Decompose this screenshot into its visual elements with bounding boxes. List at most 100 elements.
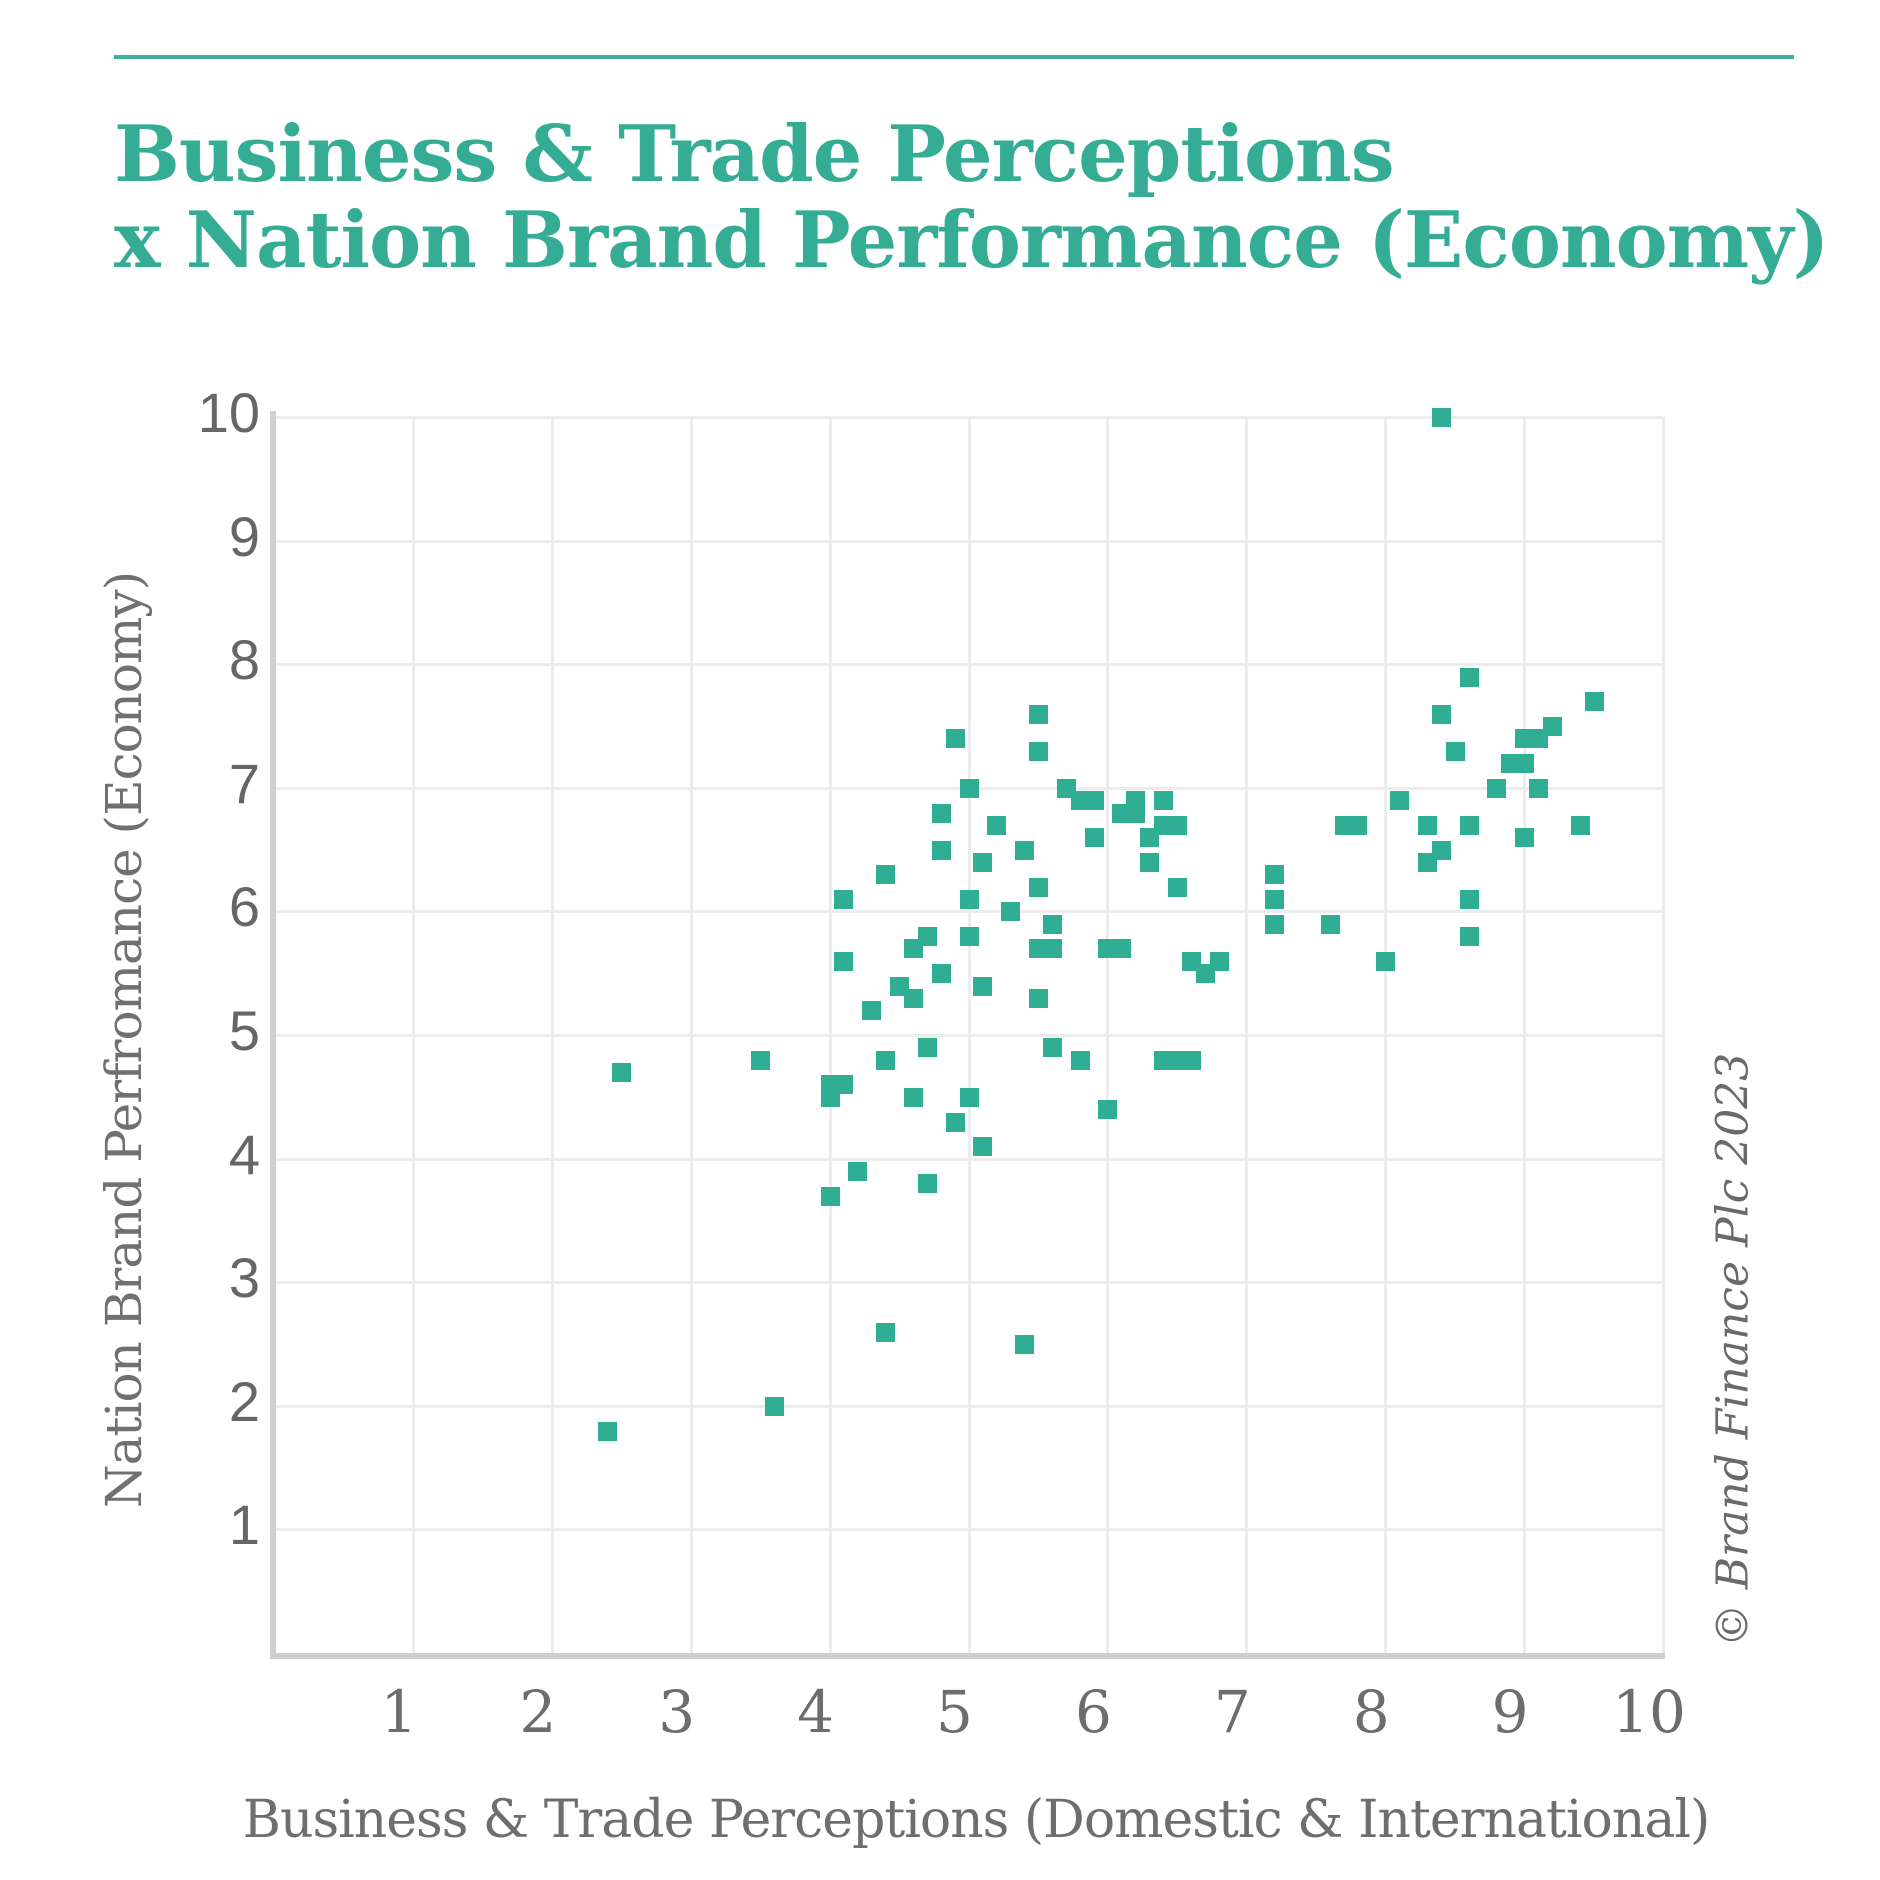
data-point-marker xyxy=(1570,815,1590,835)
y-tick-label: 6 xyxy=(228,875,260,939)
data-point-marker xyxy=(1459,667,1479,687)
y-axis-label: Nation Brand Perfromance (Economy) xyxy=(95,571,153,1509)
y-tick-label: 1 xyxy=(228,1493,260,1557)
gridline-vertical xyxy=(967,417,971,1653)
data-point-marker xyxy=(1042,939,1062,959)
data-point-marker xyxy=(945,729,965,749)
data-point-marker xyxy=(1320,914,1340,934)
data-point-marker xyxy=(1028,704,1048,724)
gridline-vertical xyxy=(1245,417,1249,1653)
gridline-vertical xyxy=(1384,417,1388,1653)
data-point-marker xyxy=(917,927,937,947)
data-point-marker xyxy=(862,1001,882,1021)
data-point-marker xyxy=(903,988,923,1008)
x-axis-line xyxy=(270,1653,1665,1659)
y-tick-label: 9 xyxy=(228,504,260,568)
data-point-marker xyxy=(1445,741,1465,761)
data-point-marker xyxy=(1459,890,1479,910)
data-point-marker xyxy=(1140,852,1160,872)
data-point-marker xyxy=(834,890,854,910)
data-point-marker xyxy=(1376,951,1396,971)
data-point-marker xyxy=(1042,1038,1062,1058)
data-point-marker xyxy=(1181,1050,1201,1070)
data-point-marker xyxy=(931,964,951,984)
y-tick-label: 10 xyxy=(197,381,260,444)
data-point-marker xyxy=(1084,791,1104,811)
gridline-vertical xyxy=(689,417,693,1653)
x-tick-label: 1 xyxy=(380,1678,418,1746)
data-point-marker xyxy=(612,1063,632,1083)
y-tick-label: 2 xyxy=(228,1369,260,1433)
data-point-marker xyxy=(1028,877,1048,897)
x-tick-label: 4 xyxy=(797,1678,835,1746)
gridline-vertical xyxy=(1662,417,1665,1653)
data-point-marker xyxy=(917,1174,937,1194)
y-tick-label: 5 xyxy=(228,999,260,1062)
data-point-marker xyxy=(1487,778,1507,798)
y-tick-label: 4 xyxy=(228,1122,260,1186)
x-tick-label: 2 xyxy=(519,1678,557,1746)
data-point-marker xyxy=(959,1087,979,1107)
data-point-marker xyxy=(987,815,1007,835)
chart-title-line2: x Nation Brand Performance (Economy) xyxy=(114,195,1829,286)
data-point-marker xyxy=(876,1050,896,1070)
gridline-vertical xyxy=(550,417,554,1653)
data-point-marker xyxy=(765,1396,785,1416)
y-tick-label: 3 xyxy=(228,1246,260,1310)
chart-title-line1: Business & Trade Perceptions xyxy=(114,109,1395,200)
data-point-marker xyxy=(903,1087,923,1107)
data-point-marker xyxy=(1431,840,1451,860)
data-point-marker xyxy=(1001,902,1021,922)
data-point-marker xyxy=(973,976,993,996)
data-point-marker xyxy=(917,1038,937,1058)
x-tick-label: 5 xyxy=(936,1678,973,1746)
x-axis-label: Business & Trade Perceptions (Domestic &… xyxy=(242,1790,1710,1850)
data-point-marker xyxy=(1028,988,1048,1008)
data-point-marker xyxy=(1390,791,1410,811)
data-point-marker xyxy=(751,1050,771,1070)
data-point-marker xyxy=(1417,815,1437,835)
data-point-marker xyxy=(876,865,896,885)
data-point-marker xyxy=(1015,840,1035,860)
data-point-marker xyxy=(1084,828,1104,848)
data-point-marker xyxy=(1015,1335,1035,1354)
x-tick-label: 7 xyxy=(1213,1678,1251,1746)
x-tick-label: 8 xyxy=(1352,1678,1390,1746)
data-point-marker xyxy=(598,1421,618,1441)
data-point-marker xyxy=(820,1186,840,1206)
data-point-marker xyxy=(1070,1050,1090,1070)
data-point-marker xyxy=(1459,815,1479,835)
data-point-marker xyxy=(959,890,979,910)
data-point-marker xyxy=(1584,692,1604,712)
data-point-marker xyxy=(1515,828,1535,848)
data-point-marker xyxy=(1265,865,1285,885)
data-point-marker xyxy=(973,852,993,872)
data-point-marker xyxy=(1209,951,1229,971)
data-point-marker xyxy=(1515,754,1535,774)
data-point-marker xyxy=(1431,704,1451,724)
copyright-credit: © Brand Finance Plc 2023 xyxy=(1707,1052,1759,1648)
data-point-marker xyxy=(1265,890,1285,910)
data-point-marker xyxy=(876,1322,896,1342)
data-point-marker xyxy=(1542,717,1562,736)
x-tick-label: 6 xyxy=(1074,1678,1112,1746)
y-tick-label: 8 xyxy=(228,628,260,692)
data-point-marker xyxy=(931,803,951,823)
y-axis-line xyxy=(270,411,276,1659)
gridline-vertical xyxy=(411,417,415,1653)
data-point-marker xyxy=(848,1161,868,1181)
data-point-marker xyxy=(1528,778,1548,798)
gridline-vertical xyxy=(1106,417,1110,1653)
x-tick-label: 3 xyxy=(658,1678,696,1746)
data-point-marker xyxy=(1042,914,1062,934)
x-tick-label: 10 xyxy=(1612,1678,1686,1746)
data-point-marker xyxy=(1098,1100,1118,1120)
data-point-marker xyxy=(834,951,854,971)
data-point-marker xyxy=(931,840,951,860)
data-point-marker xyxy=(1112,939,1132,959)
top-rule xyxy=(114,55,1794,59)
data-point-marker xyxy=(1431,408,1451,427)
x-tick-label: 9 xyxy=(1491,1678,1529,1746)
data-point-marker xyxy=(973,1137,993,1157)
data-point-marker xyxy=(1167,877,1187,897)
